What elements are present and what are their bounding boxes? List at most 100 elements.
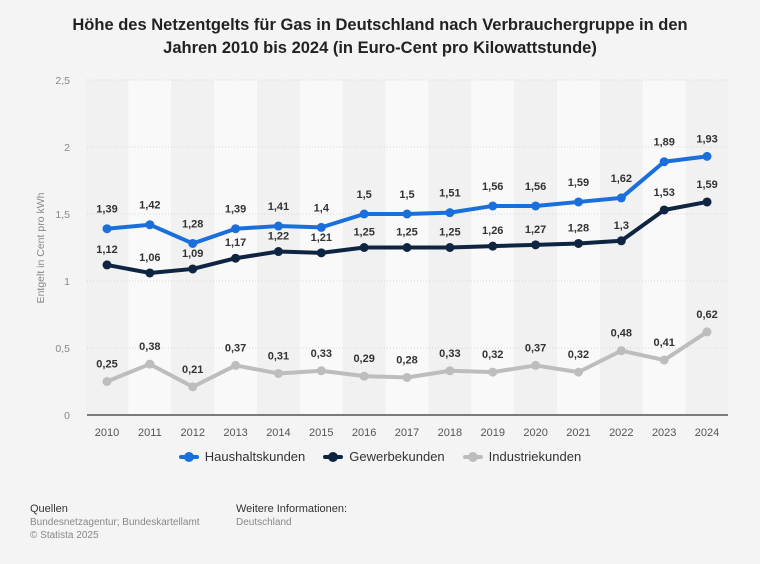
- column-band: [642, 80, 686, 415]
- data-label: 1,17: [225, 237, 246, 249]
- x-tick-label: 2021: [566, 427, 590, 439]
- x-tick-label: 2012: [180, 427, 204, 439]
- data-point: [359, 371, 369, 381]
- data-point: [488, 367, 498, 377]
- data-point: [659, 355, 669, 365]
- chart-title-line-1: Höhe des Netzentgelts für Gas in Deutsch…: [72, 16, 688, 34]
- legend: Haushaltskunden Gewerbekunden Industriek…: [0, 449, 760, 464]
- x-tick-label: 2010: [95, 427, 119, 439]
- data-label: 1,59: [696, 179, 717, 191]
- data-point: [616, 346, 626, 356]
- data-label: 0,37: [225, 342, 246, 354]
- data-point: [445, 243, 455, 252]
- data-label: 1,22: [268, 231, 289, 243]
- y-tick-label: 2,5: [55, 75, 70, 87]
- y-tick-label: 1: [64, 276, 70, 288]
- data-point: [445, 366, 455, 376]
- y-axis-ticks: 0 0,5 1 1,5 2 2,5: [55, 75, 70, 422]
- y-tick-label: 0: [64, 410, 70, 422]
- data-point: [359, 209, 369, 219]
- x-tick-label: 2020: [523, 427, 547, 439]
- data-point: [616, 193, 626, 203]
- x-tick-label: 2014: [266, 427, 290, 439]
- data-point: [316, 248, 326, 258]
- legend-label: Haushaltskunden: [204, 449, 306, 464]
- x-tick-label: 2023: [652, 427, 676, 439]
- x-tick-label: 2016: [352, 427, 376, 439]
- data-label: 0,41: [653, 337, 674, 349]
- data-point: [231, 224, 241, 234]
- data-point: [573, 197, 583, 207]
- data-label: 0,29: [353, 353, 374, 365]
- info-heading: Weitere Informationen:: [236, 503, 348, 515]
- data-label: 1,89: [653, 137, 674, 149]
- data-point: [702, 151, 712, 161]
- data-label: 1,3: [614, 220, 629, 232]
- data-label: 1,27: [525, 224, 546, 236]
- legend-item-haushaltskunden[interactable]: Haushaltskunden: [178, 449, 306, 464]
- column-band: [599, 80, 643, 415]
- data-point: [659, 205, 669, 215]
- data-label: 0,31: [268, 350, 289, 362]
- y-axis-label: Entgelt in Cent pro kWh: [35, 192, 47, 303]
- data-point: [145, 268, 155, 278]
- data-point: [488, 201, 498, 211]
- data-point: [445, 208, 455, 218]
- data-point: [231, 253, 241, 263]
- data-label: 0,21: [182, 364, 203, 376]
- sources-text: Bundesnetzagentur; Bundeskartellamt: [30, 517, 200, 528]
- series-group: [102, 151, 712, 392]
- data-label: 1,59: [568, 177, 589, 189]
- sources-heading: Quellen: [30, 503, 68, 515]
- data-label: 1,09: [182, 248, 203, 260]
- x-tick-label: 2015: [309, 427, 333, 439]
- x-tick-label: 2022: [609, 427, 633, 439]
- column-band: [85, 80, 129, 415]
- legend-swatch-icon: [323, 451, 344, 462]
- data-label: 1,4: [314, 202, 330, 214]
- legend-item-industriekunden[interactable]: Industriekunden: [462, 449, 581, 464]
- legend-item-gewerbekunden[interactable]: Gewerbekunden: [323, 449, 445, 464]
- data-label: 1,06: [139, 252, 160, 264]
- x-tick-label: 2011: [138, 427, 162, 439]
- data-label: 1,41: [268, 201, 289, 213]
- data-point: [531, 360, 541, 370]
- x-tick-label: 2017: [395, 427, 419, 439]
- data-label: 1,53: [653, 187, 674, 199]
- data-point: [488, 241, 498, 251]
- data-label: 0,32: [568, 349, 589, 361]
- data-label: 1,56: [525, 181, 546, 193]
- data-point: [188, 382, 198, 392]
- x-tick-label: 2018: [438, 427, 462, 439]
- data-label: 1,5: [357, 189, 372, 201]
- y-tick-label: 0,5: [55, 343, 70, 355]
- data-label: 0,38: [139, 341, 160, 353]
- sources-block: Quellen Bundesnetzagentur; Bundeskartell…: [30, 502, 200, 542]
- x-tick-label: 2013: [223, 427, 247, 439]
- copyright: © Statista 2025: [30, 530, 99, 541]
- column-band: [299, 80, 343, 415]
- data-point: [145, 220, 155, 230]
- data-point: [102, 260, 112, 270]
- data-label: 1,62: [611, 173, 632, 185]
- data-label: 1,25: [396, 227, 417, 239]
- data-point: [188, 264, 198, 274]
- data-label: 1,5: [399, 189, 414, 201]
- chart-title-line-2: Jahren 2010 bis 2024 (in Euro-Cent pro K…: [163, 39, 597, 57]
- data-point: [273, 368, 283, 378]
- data-point: [316, 366, 326, 376]
- data-point: [402, 209, 412, 219]
- data-label: 1,25: [439, 227, 460, 239]
- data-point: [102, 224, 112, 234]
- x-tick-label: 2019: [480, 427, 504, 439]
- data-label: 1,12: [96, 244, 117, 256]
- data-label: 1,51: [439, 188, 460, 200]
- column-band: [685, 80, 729, 415]
- data-point: [616, 236, 626, 246]
- data-labels: 1,39 1,42 1,28 1,39 1,41 1,4 1,5 1,5 1,51 1,56 1,5…: [96, 133, 717, 375]
- info-text: Deutschland: [236, 517, 292, 528]
- data-point: [573, 367, 583, 377]
- data-point: [702, 197, 712, 207]
- data-label: 0,48: [611, 328, 632, 340]
